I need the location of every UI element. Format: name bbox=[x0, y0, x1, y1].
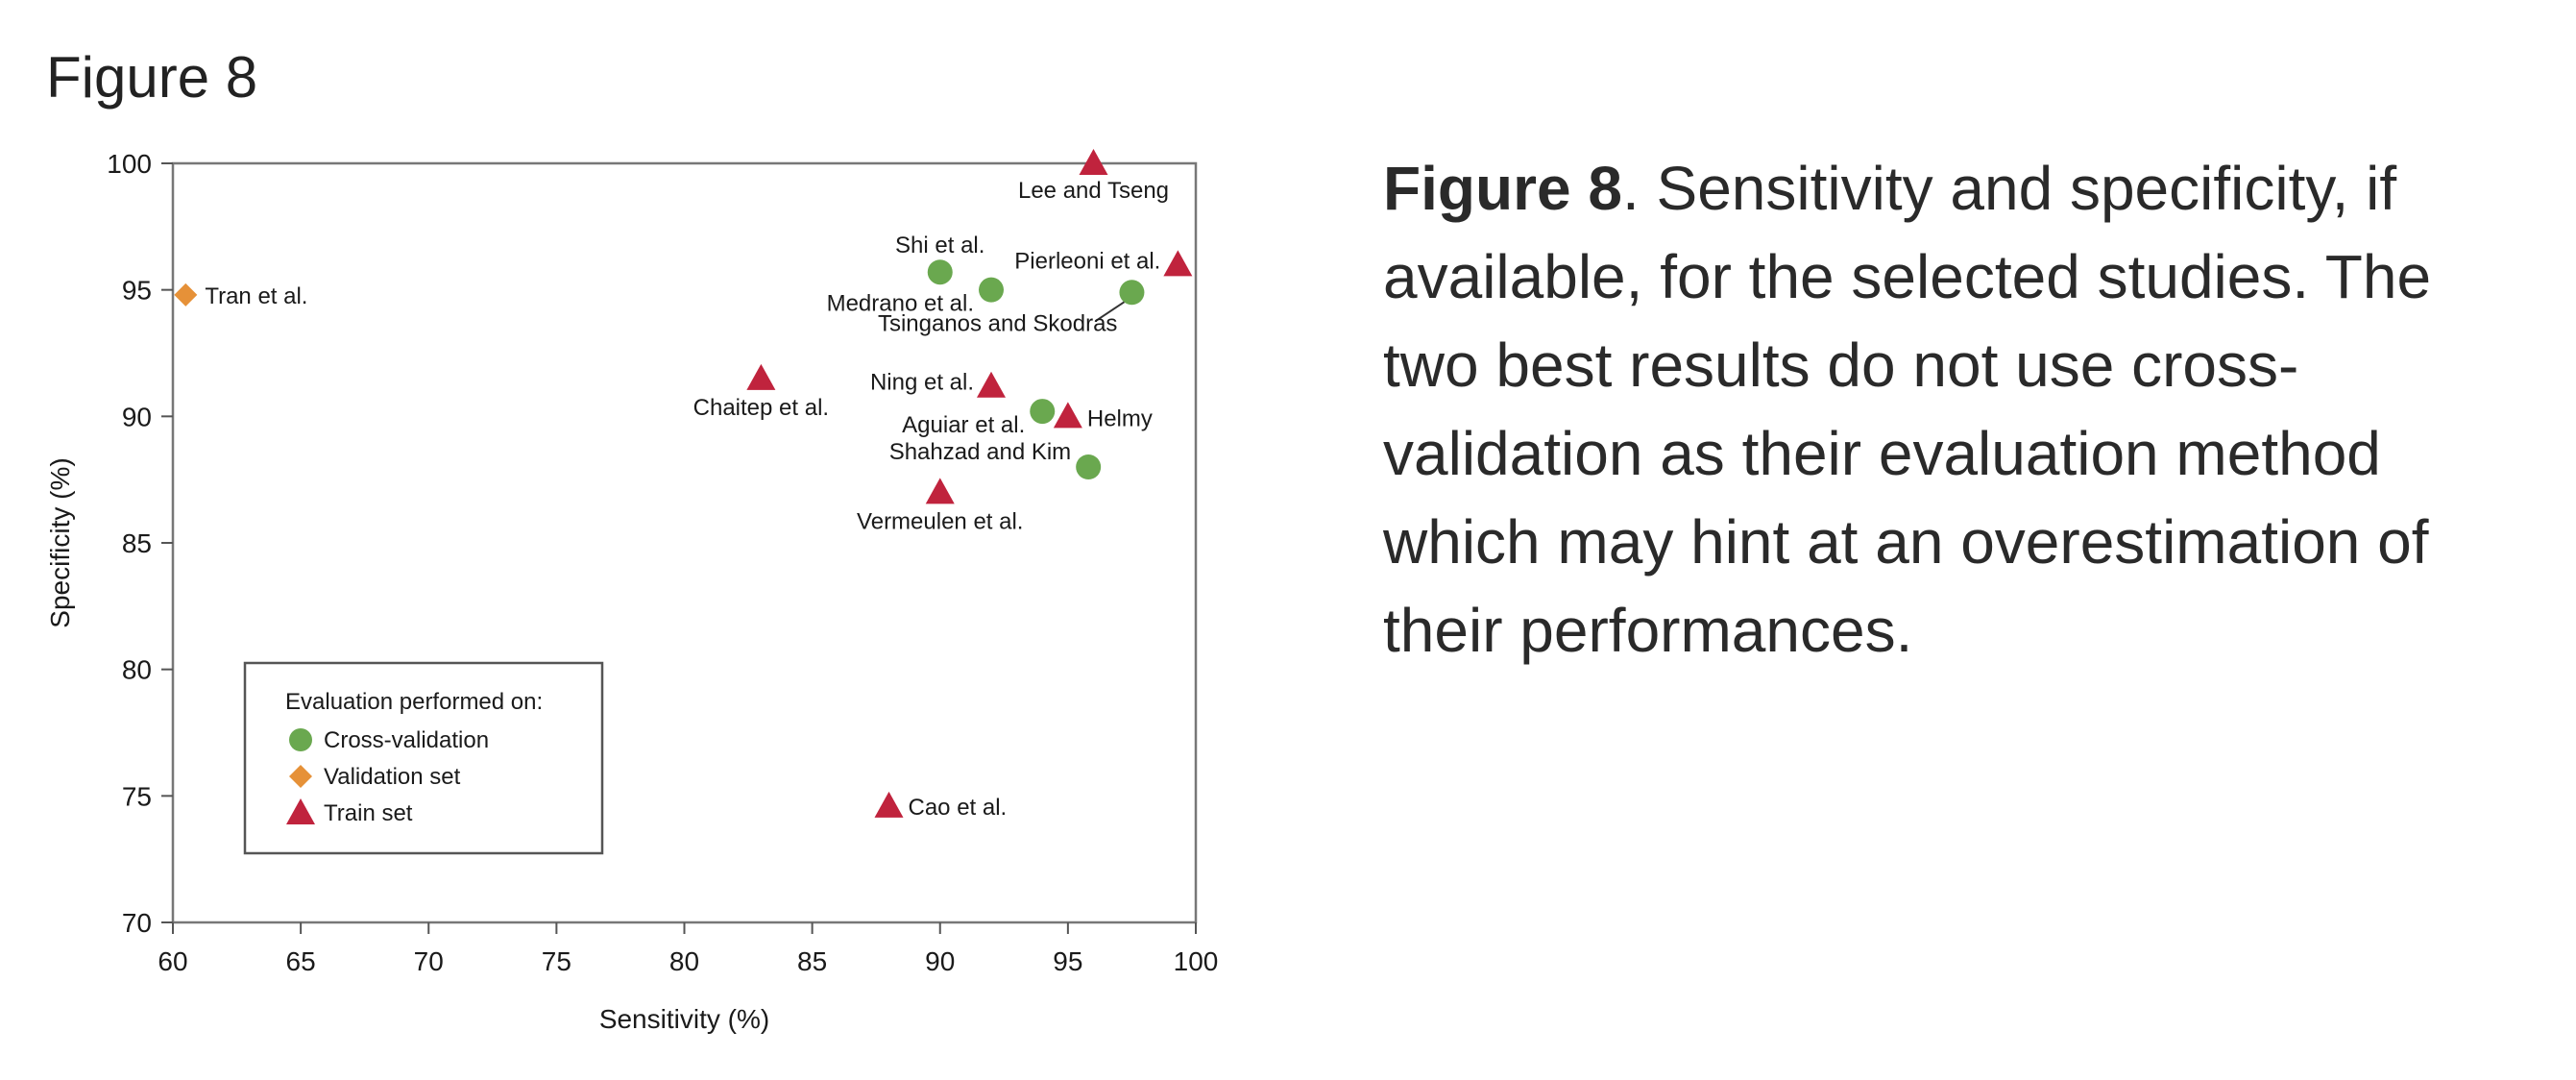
x-tick-label: 90 bbox=[925, 946, 955, 976]
point-label: Shi et al. bbox=[895, 233, 984, 258]
point-label: Lee and Tseng bbox=[1018, 178, 1169, 204]
y-tick-label: 100 bbox=[107, 149, 152, 179]
data-point bbox=[874, 791, 904, 818]
point-label: Medrano et al. bbox=[827, 291, 974, 317]
data-point bbox=[746, 363, 776, 390]
caption-text: . Sensitivity and specificity, if availa… bbox=[1383, 154, 2432, 665]
data-point bbox=[979, 277, 1004, 303]
legend-label: Validation set bbox=[324, 764, 461, 790]
data-point bbox=[1079, 149, 1108, 175]
caption-label: Figure 8 bbox=[1383, 154, 1622, 223]
point-label: Cao et al. bbox=[909, 795, 1008, 821]
y-tick-label: 90 bbox=[122, 402, 152, 431]
point-label: Vermeulen et al. bbox=[857, 508, 1023, 534]
legend-marker bbox=[289, 765, 312, 788]
point-label: Pierleoni et al. bbox=[1014, 248, 1160, 274]
legend-title: Evaluation performed on: bbox=[285, 689, 543, 715]
y-tick-label: 75 bbox=[122, 781, 152, 811]
figure-heading: Figure 8 bbox=[46, 45, 258, 110]
legend-label: Train set bbox=[324, 800, 413, 826]
data-point bbox=[977, 371, 1006, 398]
data-point bbox=[1053, 402, 1082, 429]
x-tick-label: 65 bbox=[286, 946, 316, 976]
data-point bbox=[1076, 454, 1102, 479]
x-tick-label: 100 bbox=[1174, 946, 1219, 976]
point-label: Tsinganos and Skodras bbox=[878, 310, 1118, 336]
y-axis-label: Specificity (%) bbox=[45, 457, 75, 627]
y-tick-label: 85 bbox=[122, 528, 152, 558]
x-tick-label: 95 bbox=[1053, 946, 1082, 976]
point-label: Helmy bbox=[1087, 405, 1153, 431]
x-tick-label: 60 bbox=[158, 946, 187, 976]
data-point bbox=[1119, 280, 1145, 306]
x-axis-label: Sensitivity (%) bbox=[599, 1004, 769, 1034]
legend-marker bbox=[289, 728, 312, 751]
legend-label: Cross-validation bbox=[324, 727, 489, 753]
legend-box bbox=[243, 661, 604, 855]
data-point bbox=[1163, 250, 1193, 277]
figure-caption: Figure 8. Sensitivity and specificity, i… bbox=[1383, 144, 2536, 675]
point-label: Aguiar et al. bbox=[902, 412, 1025, 438]
x-tick-label: 85 bbox=[797, 946, 827, 976]
point-label: Chaitep et al. bbox=[693, 395, 829, 421]
y-tick-label: 95 bbox=[122, 276, 152, 306]
point-label: Shahzad and Kim bbox=[889, 439, 1071, 465]
leader-line bbox=[1094, 301, 1125, 323]
x-tick-label: 70 bbox=[414, 946, 444, 976]
x-tick-label: 75 bbox=[542, 946, 571, 976]
y-tick-label: 70 bbox=[122, 908, 152, 938]
data-point bbox=[1030, 399, 1056, 425]
y-tick-label: 80 bbox=[122, 655, 152, 685]
point-label: Tran et al. bbox=[205, 283, 307, 309]
legend-marker bbox=[286, 798, 315, 824]
data-point bbox=[927, 259, 953, 285]
data-point bbox=[925, 478, 955, 504]
data-point bbox=[174, 282, 198, 307]
x-tick-label: 80 bbox=[669, 946, 699, 976]
scatter-chart: 60 65 70 75 80 85 90 95 100 70 75 80 85 90 95 100 Sensit… bbox=[45, 149, 1219, 1034]
point-label: Ning et al. bbox=[870, 370, 974, 396]
